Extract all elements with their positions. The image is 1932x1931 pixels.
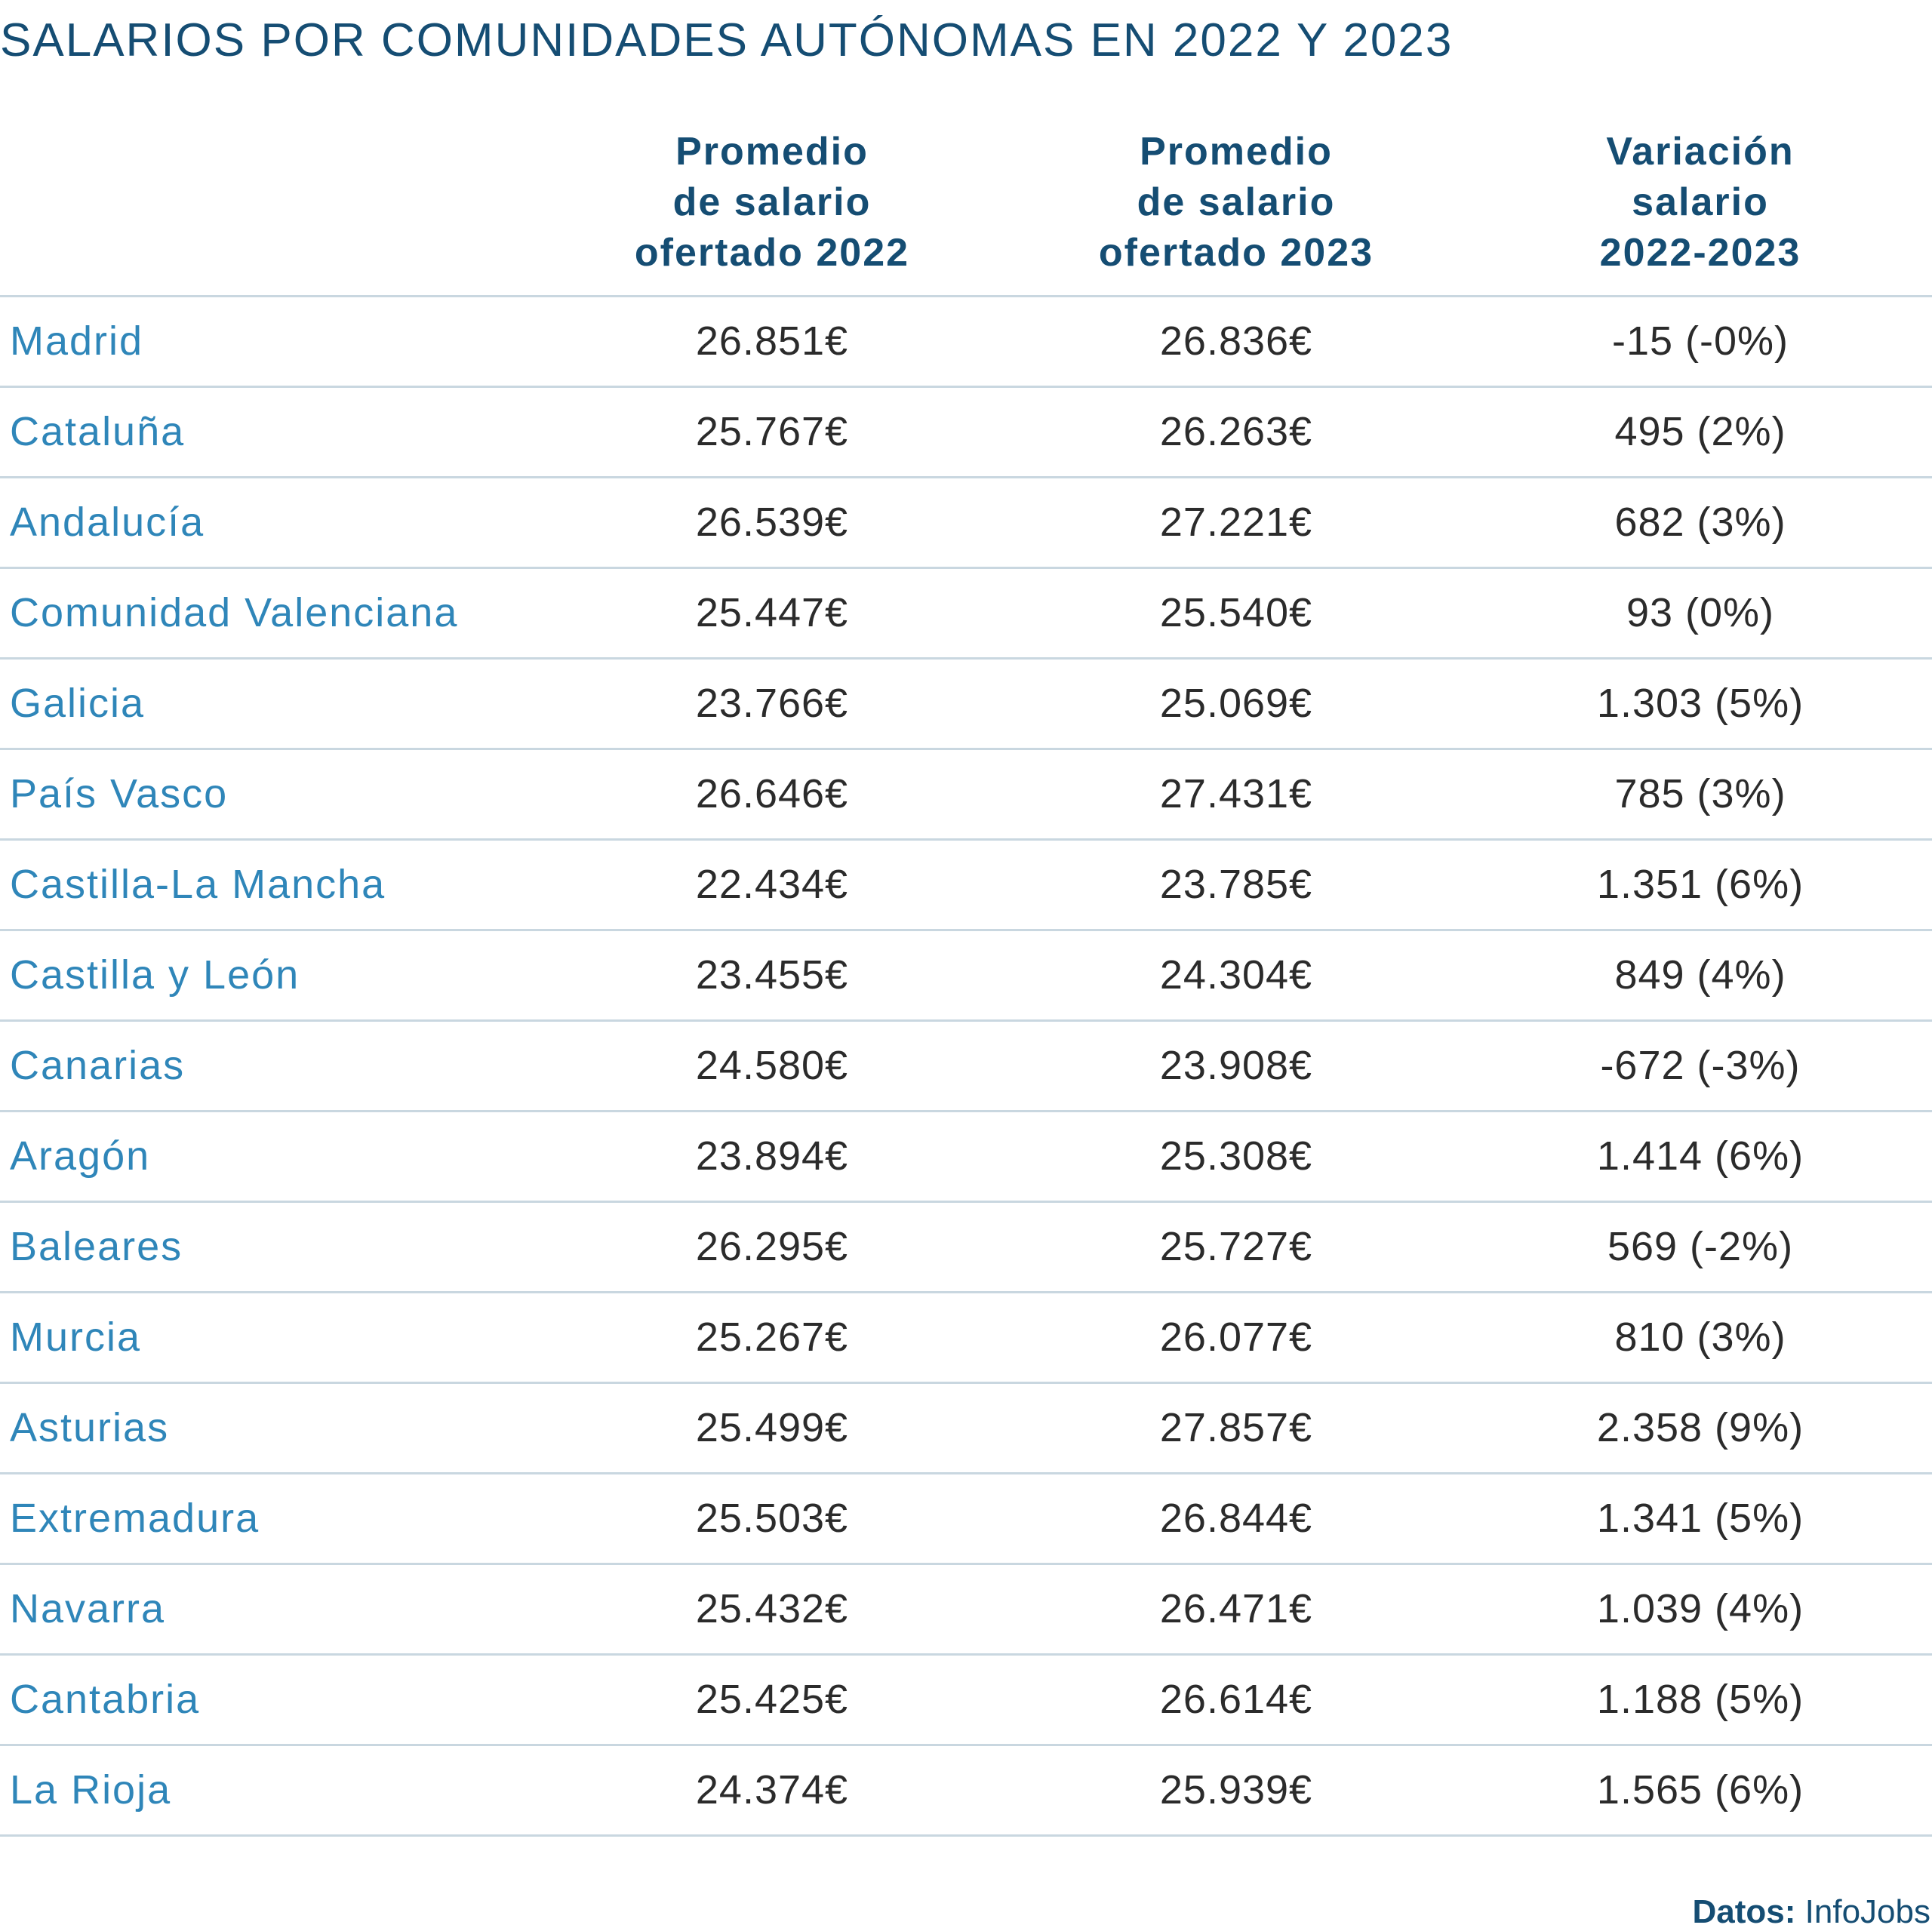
region-name: Castilla-La Mancha: [10, 862, 386, 907]
salary-variation-value: 1.303 (5%): [1596, 681, 1804, 726]
salary-variation-value: 682 (3%): [1614, 500, 1786, 545]
region-name: Asturias: [10, 1405, 170, 1450]
salary-table: Promedio de salario ofertado 2022 Promed…: [0, 112, 1932, 1837]
salary-2022-value: 25.499€: [695, 1405, 849, 1450]
region-name: Cataluña: [10, 409, 186, 454]
table-row: Asturias 25.499€ 27.857€ 2.358 (9%): [0, 1384, 1932, 1474]
salary-2022-value: 25.767€: [695, 409, 849, 454]
salary-2023-value: 25.939€: [1159, 1767, 1313, 1813]
salary-variation-value: 495 (2%): [1614, 409, 1786, 454]
salary-2023-value: 25.727€: [1159, 1224, 1313, 1269]
region-name: Cantabria: [10, 1677, 201, 1722]
region-name: Castilla y León: [10, 952, 300, 998]
table-row: Murcia 25.267€ 26.077€ 810 (3%): [0, 1293, 1932, 1384]
salary-2022-value: 23.766€: [695, 681, 849, 726]
region-name: Murcia: [10, 1314, 142, 1360]
salary-2023-value: 25.308€: [1159, 1133, 1313, 1179]
salary-variation-value: 810 (3%): [1614, 1314, 1786, 1360]
table-row: Castilla y León 23.455€ 24.304€ 849 (4%): [0, 931, 1932, 1022]
salary-variation-value: 1.351 (6%): [1596, 862, 1804, 907]
table-row: Navarra 25.432€ 26.471€ 1.039 (4%): [0, 1565, 1932, 1656]
table-row: Aragón 23.894€ 25.308€ 1.414 (6%): [0, 1112, 1932, 1203]
table-row: La Rioja 24.374€ 25.939€ 1.565 (6%): [0, 1746, 1932, 1837]
table-row: Galicia 23.766€ 25.069€ 1.303 (5%): [0, 660, 1932, 750]
salary-2022-value: 22.434€: [695, 862, 849, 907]
salary-variation-value: 1.039 (4%): [1596, 1586, 1804, 1631]
salary-2022-value: 23.455€: [695, 952, 849, 998]
salary-2023-value: 26.614€: [1159, 1677, 1313, 1722]
region-name: País Vasco: [10, 771, 229, 816]
salary-variation-value: 849 (4%): [1614, 952, 1786, 998]
table-row: Cantabria 25.425€ 26.614€ 1.188 (5%): [0, 1656, 1932, 1746]
salary-2022-value: 25.503€: [695, 1496, 849, 1541]
salary-2023-value: 25.069€: [1159, 681, 1313, 726]
salary-2022-value: 26.539€: [695, 500, 849, 545]
salary-2023-value: 27.431€: [1159, 771, 1313, 816]
source-label: Datos:: [1692, 1893, 1796, 1930]
salary-variation-value: 1.565 (6%): [1596, 1767, 1804, 1813]
salary-2022-value: 23.894€: [695, 1133, 849, 1179]
table-row: Comunidad Valenciana 25.447€ 25.540€ 93 (0%…: [0, 569, 1932, 660]
salary-2023-value: 23.908€: [1159, 1043, 1313, 1088]
salary-variation-value: 2.358 (9%): [1596, 1405, 1804, 1450]
salary-variation-value: 93 (0%): [1626, 590, 1775, 635]
table-row: Baleares 26.295€ 25.727€ 569 (-2%): [0, 1203, 1932, 1293]
salary-variation-value: 1.414 (6%): [1596, 1133, 1804, 1179]
salary-2023-value: 26.471€: [1159, 1586, 1313, 1631]
salary-2023-value: 26.263€: [1159, 409, 1313, 454]
salary-variation-value: 1.188 (5%): [1596, 1677, 1804, 1722]
region-name: Aragón: [10, 1133, 151, 1179]
column-header-2022: Promedio de salario ofertado 2022: [634, 130, 910, 275]
table-header: Promedio de salario ofertado 2022 Promed…: [0, 112, 1932, 297]
salary-2022-value: 25.432€: [695, 1586, 849, 1631]
region-name: Navarra: [10, 1586, 166, 1631]
region-name: Baleares: [10, 1224, 183, 1269]
salary-variation-value: -672 (-3%): [1600, 1043, 1801, 1088]
salary-2022-value: 26.851€: [695, 318, 849, 364]
table-row: Madrid 26.851€ 26.836€ -15 (-0%): [0, 297, 1932, 388]
salary-variation-value: 785 (3%): [1614, 771, 1786, 816]
region-name: Madrid: [10, 318, 144, 364]
salary-2022-value: 25.425€: [695, 1677, 849, 1722]
salary-2023-value: 26.836€: [1159, 318, 1313, 364]
salary-2023-value: 26.077€: [1159, 1314, 1313, 1360]
table-row: Canarias 24.580€ 23.908€ -672 (-3%): [0, 1022, 1932, 1112]
table-body: Madrid 26.851€ 26.836€ -15 (-0%) Cataluña 25.…: [0, 297, 1932, 1837]
column-header-2023: Promedio de salario ofertado 2023: [1098, 130, 1374, 275]
salary-2023-value: 26.844€: [1159, 1496, 1313, 1541]
salary-2022-value: 26.295€: [695, 1224, 849, 1269]
page-title: SALARIOS POR COMUNIDADES AUTÓNOMAS EN 20…: [0, 14, 1454, 66]
salary-2022-value: 24.374€: [695, 1767, 849, 1813]
salary-2023-value: 27.857€: [1159, 1405, 1313, 1450]
region-name: Canarias: [10, 1043, 186, 1088]
salary-2023-value: 24.304€: [1159, 952, 1313, 998]
region-name: Comunidad Valenciana: [10, 590, 459, 635]
table-row: Cataluña 25.767€ 26.263€ 495 (2%): [0, 388, 1932, 478]
table-row: Andalucía 26.539€ 27.221€ 682 (3%): [0, 478, 1932, 569]
salary-variation-value: -15 (-0%): [1611, 318, 1789, 364]
source-note: Datos: InfoJobs: [1693, 1893, 1930, 1931]
table-row: País Vasco 26.646€ 27.431€ 785 (3%): [0, 750, 1932, 841]
salary-2023-value: 23.785€: [1159, 862, 1313, 907]
salary-variation-value: 1.341 (5%): [1596, 1496, 1804, 1541]
table-row: Castilla-La Mancha 22.434€ 23.785€ 1.351 (6…: [0, 841, 1932, 931]
salary-variation-value: 569 (-2%): [1607, 1224, 1794, 1269]
column-header-variation: Variación salario 2022-2023: [1599, 130, 1801, 275]
salary-2023-value: 27.221€: [1159, 500, 1313, 545]
salary-2023-value: 25.540€: [1159, 590, 1313, 635]
salary-2022-value: 26.646€: [695, 771, 849, 816]
region-name: La Rioja: [10, 1767, 172, 1813]
region-name: Extremadura: [10, 1496, 260, 1541]
salary-2022-value: 25.447€: [695, 590, 849, 635]
source-value: InfoJobs: [1804, 1893, 1930, 1930]
region-name: Galicia: [10, 681, 146, 726]
salary-2022-value: 24.580€: [695, 1043, 849, 1088]
salary-2022-value: 25.267€: [695, 1314, 849, 1360]
region-name: Andalucía: [10, 500, 205, 545]
table-row: Extremadura 25.503€ 26.844€ 1.341 (5%): [0, 1474, 1932, 1565]
